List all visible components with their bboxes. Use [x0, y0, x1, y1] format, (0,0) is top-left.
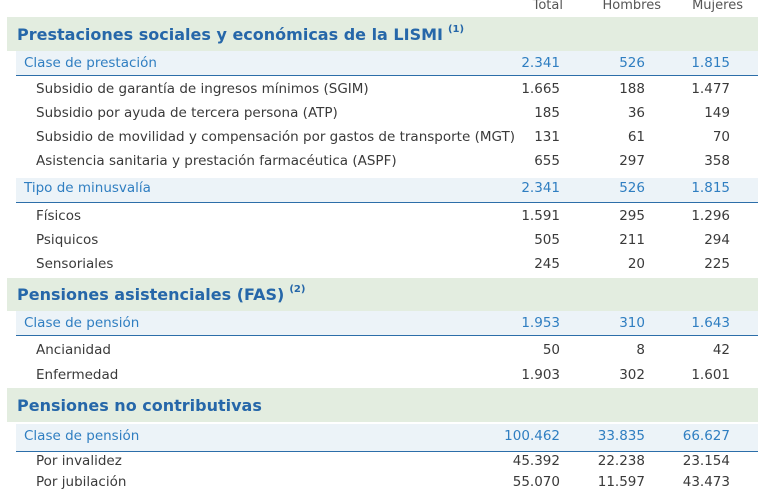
section-title: Pensiones asistenciales (FAS) (2) — [7, 278, 758, 311]
hombres-value: 22.238 — [597, 453, 645, 469]
group-label: Clase de prestación — [24, 55, 157, 71]
column-header-total: Total — [532, 0, 563, 13]
total-value: 50 — [542, 342, 560, 358]
mujeres-value: 66.627 — [682, 428, 730, 444]
mujeres-value: 1.601 — [691, 367, 730, 383]
hombres-value: 310 — [619, 315, 645, 331]
row-label: Subsidio de movilidad y compensación por… — [36, 129, 515, 145]
column-header-hombres: Hombres — [602, 0, 661, 13]
hombres-value: 8 — [636, 342, 645, 358]
group-label: Clase de pensión — [24, 315, 140, 331]
footnote-marker: (2) — [289, 284, 306, 295]
row-label: Psiquicos — [36, 232, 99, 248]
total-value: 1.591 — [521, 208, 560, 224]
total-value: 131 — [534, 129, 560, 145]
row-label: Asistencia sanitaria y prestación farmac… — [36, 153, 397, 169]
total-value: 505 — [534, 232, 560, 248]
row-label: Subsidio de garantía de ingresos mínimos… — [36, 81, 369, 97]
mujeres-value: 225 — [704, 256, 730, 272]
total-value: 185 — [534, 105, 560, 121]
mujeres-value: 70 — [712, 129, 730, 145]
row-label: Subsidio por ayuda de tercera persona (A… — [36, 105, 338, 121]
total-value: 245 — [534, 256, 560, 272]
mujeres-value: 42 — [712, 342, 730, 358]
mujeres-value: 358 — [704, 153, 730, 169]
row-label: Por invalidez — [36, 453, 122, 469]
row-label: Enfermedad — [36, 367, 119, 383]
hombres-value: 297 — [619, 153, 645, 169]
mujeres-value: 23.154 — [682, 453, 730, 469]
section-title: Prestaciones sociales y económicas de la… — [7, 17, 758, 51]
row-label: Por jubilación — [36, 474, 127, 490]
hombres-value: 211 — [619, 232, 645, 248]
total-value: 1.665 — [521, 81, 560, 97]
column-header-mujeres: Mujeres — [692, 0, 743, 13]
total-value: 1.953 — [521, 315, 560, 331]
hombres-value: 61 — [627, 129, 645, 145]
row-label: Sensoriales — [36, 256, 114, 272]
group-row: Clase de pensión 100.462 33.835 66.627 — [16, 424, 758, 452]
group-row: Clase de prestación 2.341 526 1.815 — [16, 51, 758, 76]
mujeres-value: 1.815 — [691, 180, 730, 196]
total-value: 655 — [534, 153, 560, 169]
mujeres-value: 43.473 — [682, 474, 730, 490]
group-row: Clase de pensión 1.953 310 1.643 — [16, 311, 758, 336]
hombres-value: 526 — [619, 180, 645, 196]
hombres-value: 302 — [619, 367, 645, 383]
section-title: Pensiones no contributivas — [7, 388, 758, 422]
footnote-marker: (1) — [447, 23, 465, 35]
group-row: Tipo de minusvalía 2.341 526 1.815 — [16, 178, 758, 203]
hombres-value: 295 — [619, 208, 645, 224]
hombres-value: 33.835 — [597, 428, 645, 444]
mujeres-value: 149 — [704, 105, 730, 121]
mujeres-value: 1.477 — [691, 81, 730, 97]
row-label: Físicos — [36, 208, 82, 224]
mujeres-value: 1.815 — [691, 55, 730, 71]
total-value: 2.341 — [521, 180, 560, 196]
group-label: Clase de pensión — [24, 428, 140, 444]
row-label: Ancianidad — [36, 342, 111, 358]
mujeres-value: 1.296 — [691, 208, 730, 224]
total-value: 100.462 — [504, 428, 560, 444]
total-value: 2.341 — [521, 55, 560, 71]
mujeres-value: 294 — [704, 232, 730, 248]
hombres-value: 36 — [627, 105, 645, 121]
hombres-value: 188 — [619, 81, 645, 97]
hombres-value: 11.597 — [597, 474, 645, 490]
total-value: 55.070 — [512, 474, 560, 490]
total-value: 45.392 — [512, 453, 560, 469]
total-value: 1.903 — [521, 367, 560, 383]
hombres-value: 526 — [619, 55, 645, 71]
mujeres-value: 1.643 — [691, 315, 730, 331]
group-label: Tipo de minusvalía — [24, 180, 151, 196]
hombres-value: 20 — [627, 256, 645, 272]
